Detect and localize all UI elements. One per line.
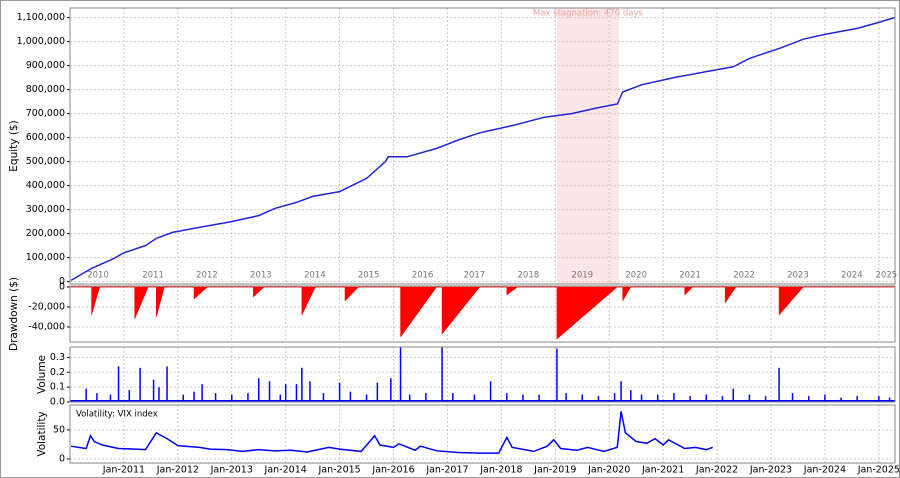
x-tick-label: Jan-2022	[695, 465, 738, 476]
stagnation-label: Max stagnation: 470 days	[533, 9, 644, 19]
y-tick-label: 0.3	[50, 352, 65, 363]
year-label: 2024	[841, 271, 863, 281]
y-tick-label: 1,100,000	[17, 12, 65, 23]
y-tick-label: -20,000	[28, 302, 65, 313]
y-tick-label: 0	[59, 276, 65, 287]
year-label: 2023	[787, 271, 809, 281]
y-axis-label: Equity ($)	[8, 120, 20, 171]
year-label: 2013	[250, 271, 272, 281]
y-tick-label: 0	[59, 453, 65, 464]
year-label: 2020	[625, 271, 647, 281]
x-tick-label: Jan-2025	[857, 465, 900, 476]
y-axis-label: Drawdown ($)	[8, 277, 20, 351]
x-tick-label: Jan-2023	[749, 465, 792, 476]
year-label: 2021	[679, 271, 701, 281]
series-line	[70, 16, 895, 282]
year-label: 2025	[876, 271, 898, 281]
x-tick-label: Jan-2024	[803, 465, 846, 476]
y-tick-label: 700,000	[26, 108, 65, 119]
y-tick-label: 0.1	[50, 382, 65, 393]
year-label: 2018	[518, 271, 540, 281]
x-tick-label: Jan-2021	[641, 465, 684, 476]
x-tick-label: Jan-2014	[264, 465, 307, 476]
stagnation-band	[556, 8, 619, 284]
panel-frame	[69, 7, 896, 285]
x-tick-label: Jan-2020	[587, 465, 630, 476]
x-tick-label: Jan-2013	[210, 465, 253, 476]
year-label: 2012	[196, 271, 218, 281]
y-tick-label: 500,000	[26, 156, 65, 167]
y-tick-label: 100,000	[26, 252, 65, 263]
y-tick-label: -40,000	[28, 322, 65, 333]
year-label: 2019	[571, 271, 593, 281]
year-label: 2017	[464, 271, 486, 281]
x-tick-label: Jan-2015	[317, 465, 360, 476]
panel-title: Volatility: VIX index	[76, 410, 158, 420]
x-tick-label: Jan-2012	[156, 465, 199, 476]
y-tick-label: 300,000	[26, 204, 65, 215]
y-tick-label: 900,000	[26, 60, 65, 71]
x-tick-label: Jan-2018	[479, 465, 522, 476]
year-label: 2022	[733, 271, 755, 281]
y-tick-label: 1,000,000	[17, 36, 65, 47]
y-tick-label: 200,000	[26, 228, 65, 239]
panel	[70, 8, 895, 284]
drawdown-area	[71, 286, 895, 340]
panel-frame	[69, 404, 896, 464]
series-line	[70, 411, 713, 454]
panel	[70, 347, 895, 402]
y-axis-label: Volume	[36, 355, 48, 394]
y-tick-label: 50	[53, 424, 65, 435]
x-tick-label: Jan-2011	[102, 465, 145, 476]
year-label: 2011	[142, 271, 164, 281]
year-label: 2014	[304, 271, 326, 281]
year-label: 2016	[412, 271, 434, 281]
panel	[70, 405, 895, 463]
x-tick-label: Jan-2019	[533, 465, 576, 476]
y-tick-label: 0.0	[50, 397, 65, 408]
panel	[70, 286, 895, 342]
panel-frame	[69, 346, 896, 403]
x-tick-label: Jan-2017	[425, 465, 468, 476]
y-tick-label: 400,000	[26, 180, 65, 191]
year-label: 2015	[358, 271, 380, 281]
y-tick-label: 600,000	[26, 132, 65, 143]
year-label: 2010	[87, 271, 109, 281]
y-tick-label: 0.2	[50, 367, 65, 378]
x-tick-label: Jan-2016	[371, 465, 414, 476]
y-tick-label: 800,000	[26, 84, 65, 95]
y-tick-label: 0	[59, 282, 65, 293]
panel-frame	[69, 285, 896, 343]
y-axis-label: Volatility	[36, 411, 48, 456]
